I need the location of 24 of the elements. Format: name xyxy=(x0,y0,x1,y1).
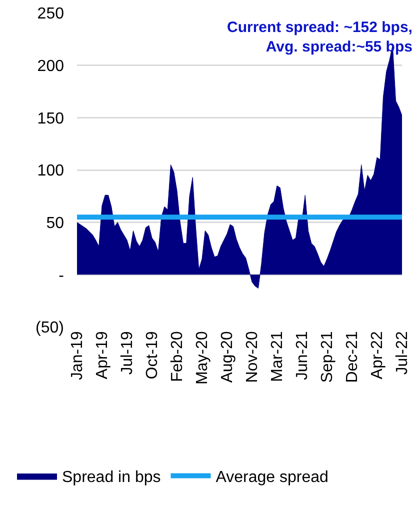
x-tick-label: Nov-20 xyxy=(244,331,262,383)
x-tick-label: Jun-21 xyxy=(294,331,312,380)
x-tick-label: Mar-21 xyxy=(269,331,286,382)
y-tick-label: - xyxy=(58,267,64,284)
x-tick-label: May-20 xyxy=(194,331,212,385)
y-tick-label: 200 xyxy=(37,58,64,75)
x-tick-label: Jul-19 xyxy=(119,331,136,375)
x-tick-label: Apr-22 xyxy=(369,331,386,380)
x-tick-label: Jul-22 xyxy=(394,331,412,375)
x-tick-label: Jan-19 xyxy=(69,331,86,380)
x-tick-label: Feb-20 xyxy=(169,331,186,382)
legend-label: Average spread xyxy=(216,469,328,486)
y-tick-label: (50) xyxy=(36,320,64,337)
x-tick-label: Oct-19 xyxy=(144,331,162,380)
y-tick-label: 50 xyxy=(46,214,64,232)
legend-label: Spread in bps xyxy=(62,469,161,486)
x-tick-label: Dec-21 xyxy=(344,331,362,383)
x-tick-label: Sep-21 xyxy=(319,331,336,383)
y-tick-label: 150 xyxy=(37,110,64,128)
x-tick-label: Aug-20 xyxy=(219,331,236,383)
x-tick-label: Apr-19 xyxy=(94,331,112,380)
y-tick-label: 250 xyxy=(37,6,64,23)
y-tick-label: 100 xyxy=(37,162,64,180)
annotation: Current spread: ~152 bps, Avg. spread:~55 bps xyxy=(227,19,412,56)
